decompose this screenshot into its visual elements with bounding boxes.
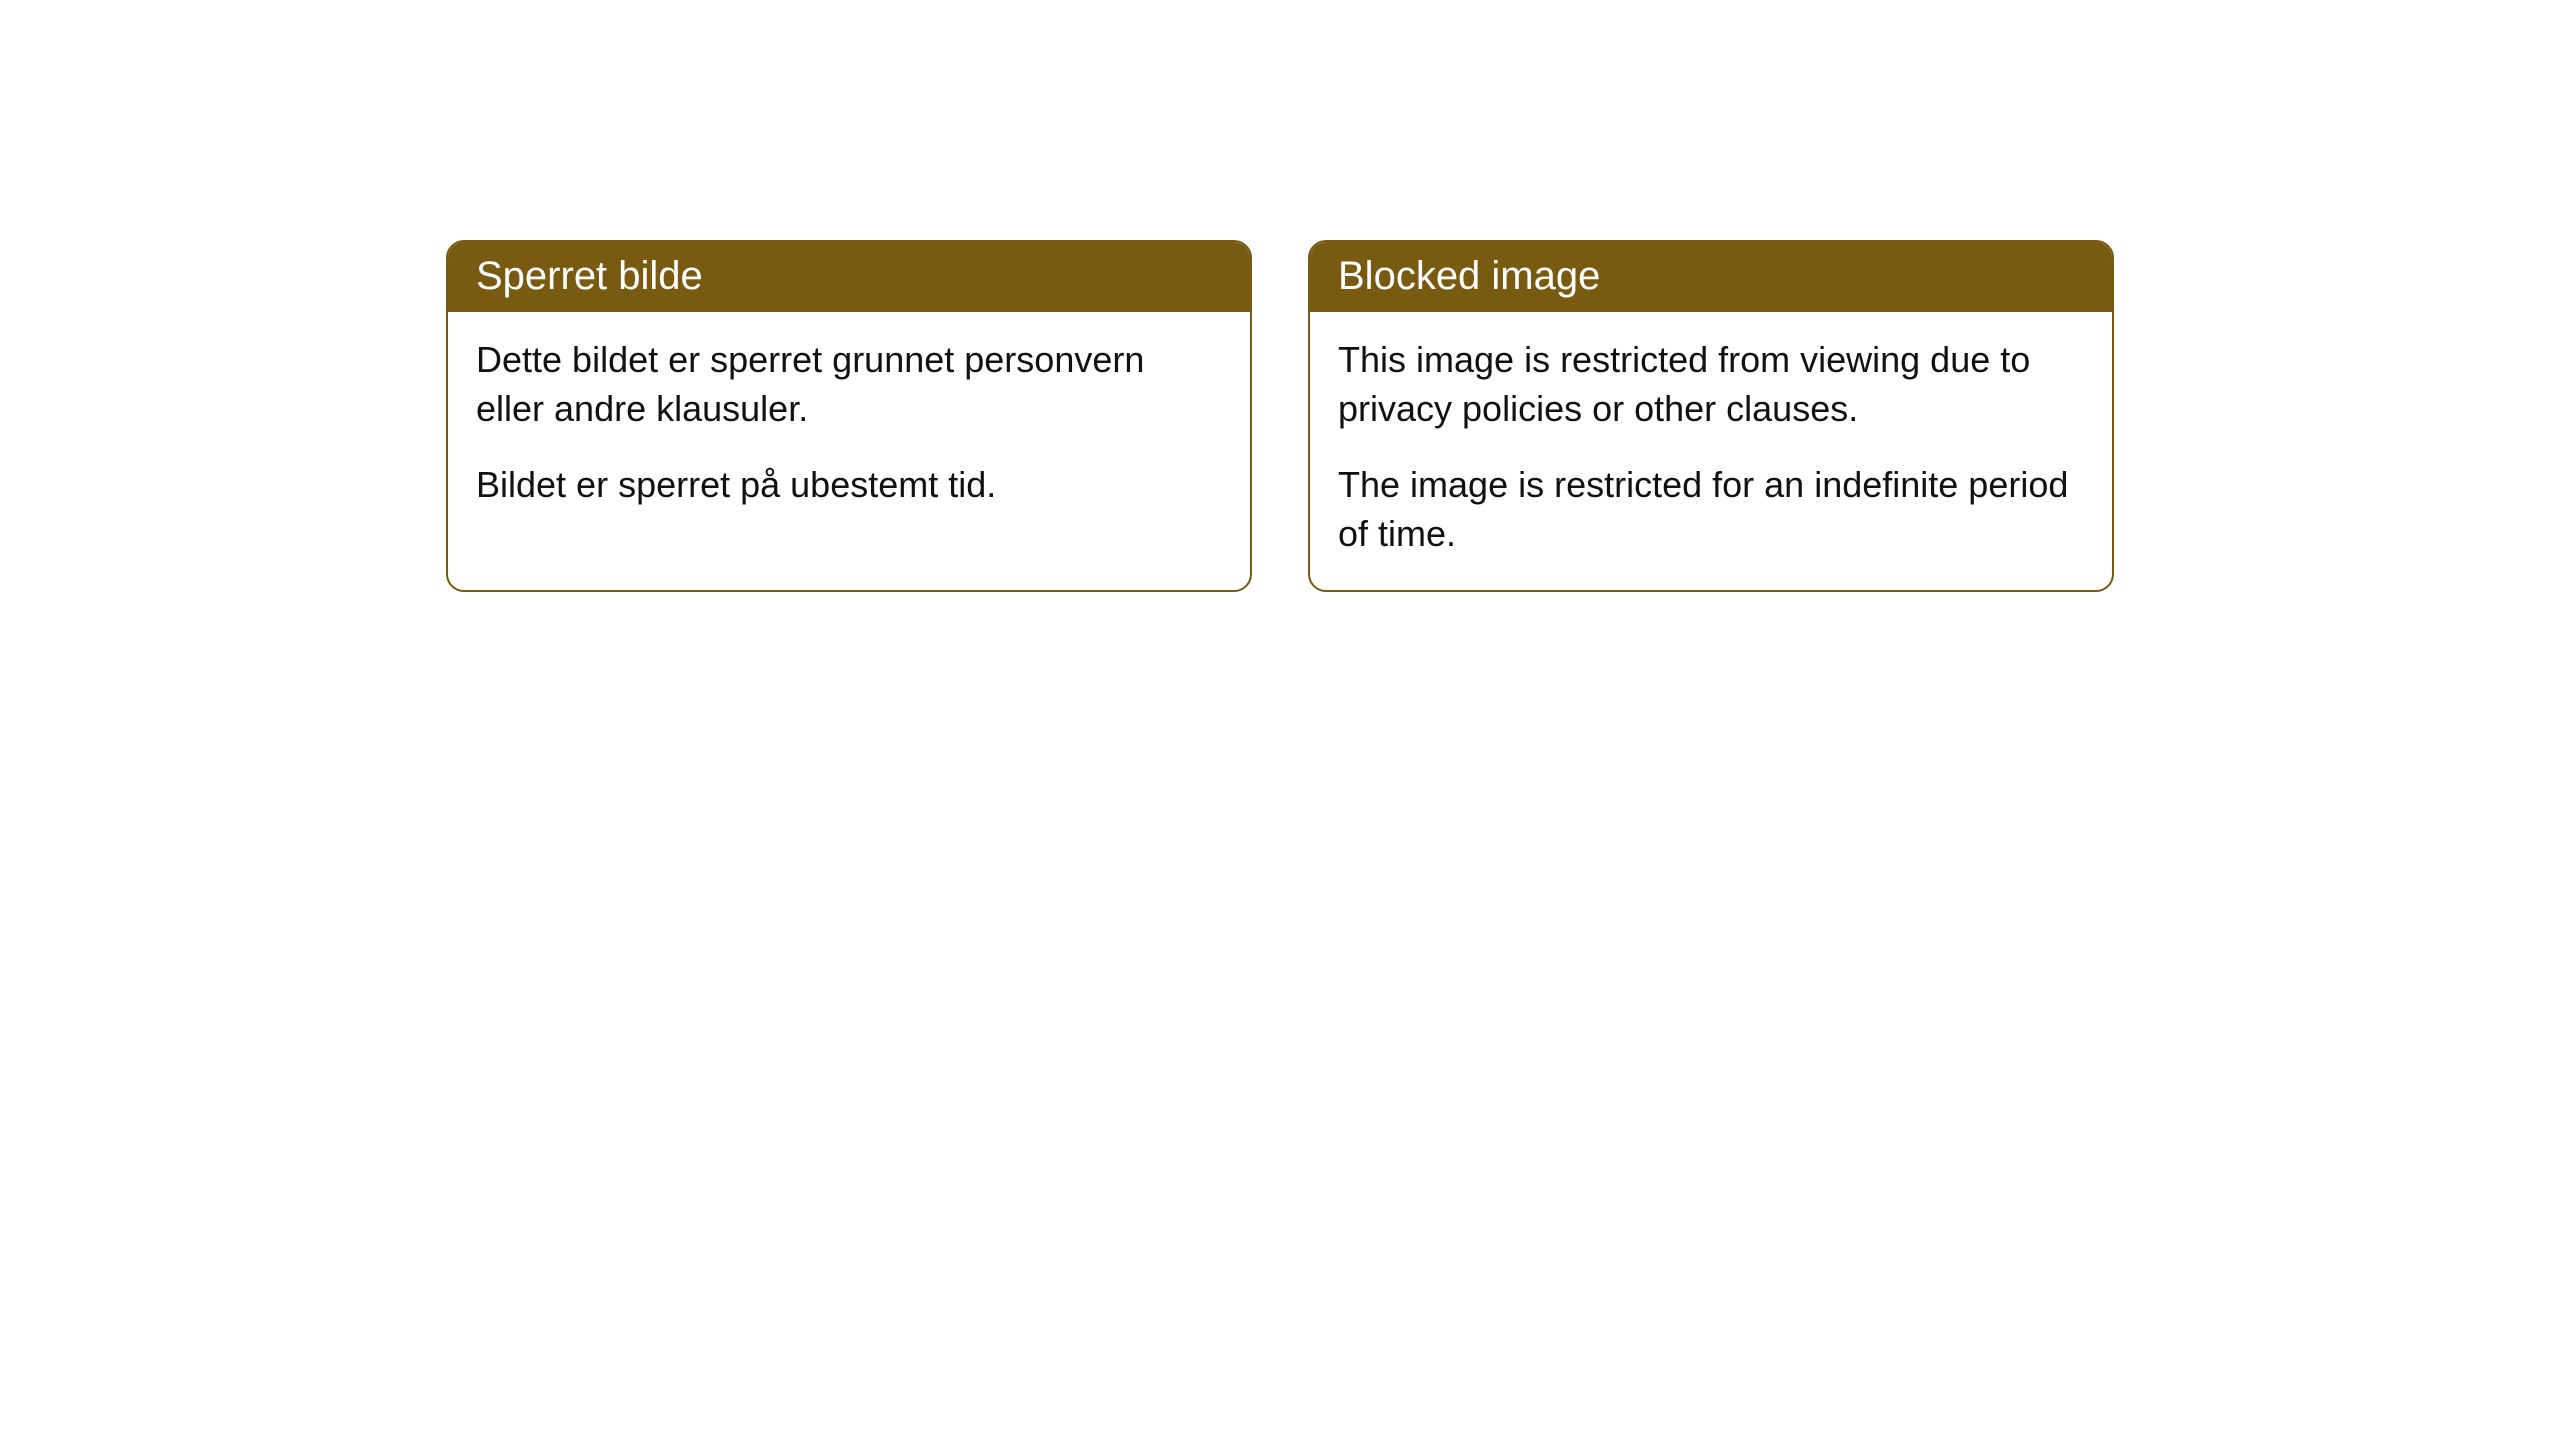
card-body-norwegian: Dette bildet er sperret grunnet personve… — [448, 312, 1250, 542]
card-paragraph: Dette bildet er sperret grunnet personve… — [476, 336, 1222, 433]
card-norwegian: Sperret bilde Dette bildet er sperret gr… — [446, 240, 1252, 592]
cards-container: Sperret bilde Dette bildet er sperret gr… — [0, 240, 2560, 592]
card-header-norwegian: Sperret bilde — [448, 242, 1250, 312]
card-paragraph: This image is restricted from viewing du… — [1338, 336, 2084, 433]
card-paragraph: Bildet er sperret på ubestemt tid. — [476, 461, 1222, 510]
card-body-english: This image is restricted from viewing du… — [1310, 312, 2112, 590]
card-header-english: Blocked image — [1310, 242, 2112, 312]
card-paragraph: The image is restricted for an indefinit… — [1338, 461, 2084, 558]
card-english: Blocked image This image is restricted f… — [1308, 240, 2114, 592]
